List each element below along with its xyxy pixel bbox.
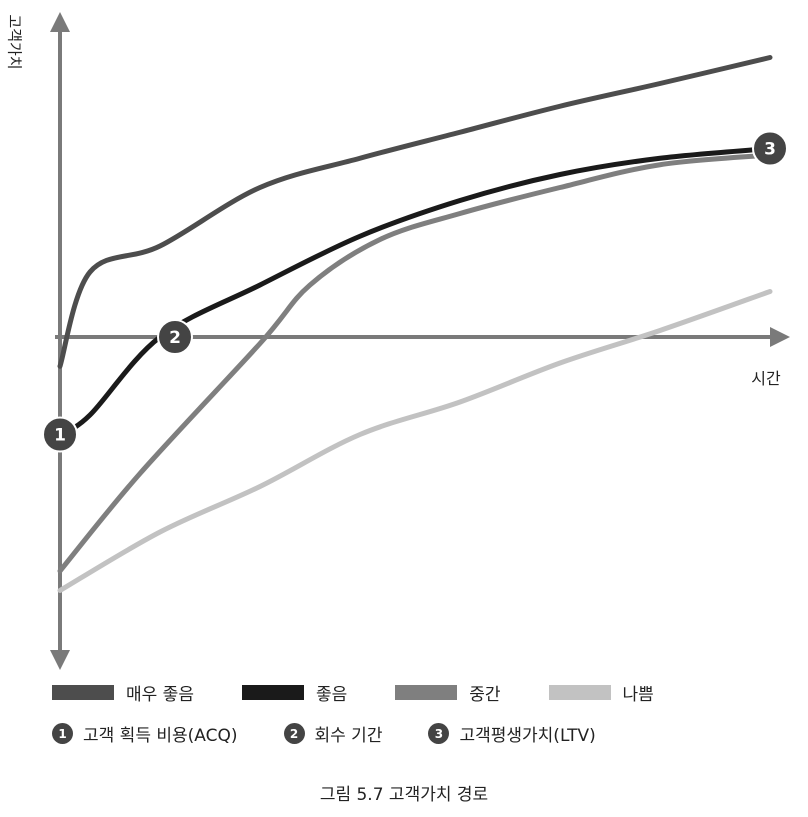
series-line-1 xyxy=(57,55,773,369)
marker-legend-label: 회수 기간 xyxy=(314,726,383,746)
marker-legend-item-3: 3 고객평생가치(LTV) xyxy=(428,721,596,746)
marker-legend: 1 고객 획득 비용(ACQ) 2 회수 기간 3 고객평생가치(LTV) xyxy=(52,721,642,746)
marker-badge: 1 xyxy=(52,723,73,744)
series-line-4 xyxy=(57,289,773,593)
chart-marker-number: 1 xyxy=(54,426,66,446)
chart-marker-2: 2 xyxy=(157,319,193,355)
legend-item-1: 매우 좋음 xyxy=(52,680,194,705)
marker-legend-item-2: 2 회수 기간 xyxy=(283,721,383,746)
series-line-3 xyxy=(57,152,773,574)
legend-item-4: 나쁨 xyxy=(548,680,654,705)
series-layer xyxy=(57,55,773,593)
legend-swatch xyxy=(241,685,304,700)
chart-marker-number: 3 xyxy=(764,140,776,160)
marker-legend-label: 고객 획득 비용(ACQ) xyxy=(83,726,238,746)
chart-marker-1: 1 xyxy=(42,416,78,453)
chart-marker-circle xyxy=(42,416,78,453)
series-line-2 xyxy=(57,146,773,437)
legend-label: 중간 xyxy=(469,685,501,705)
figure-caption: 그림 5.7 고객가치 경로 xyxy=(319,785,489,805)
marker-badge: 3 xyxy=(428,723,450,744)
legend-swatch xyxy=(52,685,114,700)
series-legend: 매우 좋음 좋음 중간 나쁨 xyxy=(52,680,702,705)
legend-label: 매우 좋음 xyxy=(126,685,194,705)
chart-marker-circle xyxy=(752,130,788,167)
marker-badge: 2 xyxy=(283,723,305,744)
marker-legend-label: 고객평생가치(LTV) xyxy=(459,726,596,746)
chart-marker-number: 2 xyxy=(169,328,181,348)
chart-marker-3: 3 xyxy=(752,130,788,167)
legend-label: 좋음 xyxy=(315,685,348,705)
legend-swatch xyxy=(548,685,611,700)
legend-label: 나쁨 xyxy=(622,685,654,705)
marker-layer: 1 2 3 xyxy=(42,130,788,453)
marker-legend-item-1: 1 고객 획득 비용(ACQ) xyxy=(52,721,238,746)
x-axis-label: 시간 xyxy=(751,369,781,388)
legend-item-2: 좋음 xyxy=(241,680,348,705)
legend-swatch xyxy=(395,685,458,700)
y-axis-label: 고객가치 xyxy=(6,14,24,69)
legend-item-3: 중간 xyxy=(395,680,501,705)
chart-marker-circle xyxy=(157,319,193,355)
